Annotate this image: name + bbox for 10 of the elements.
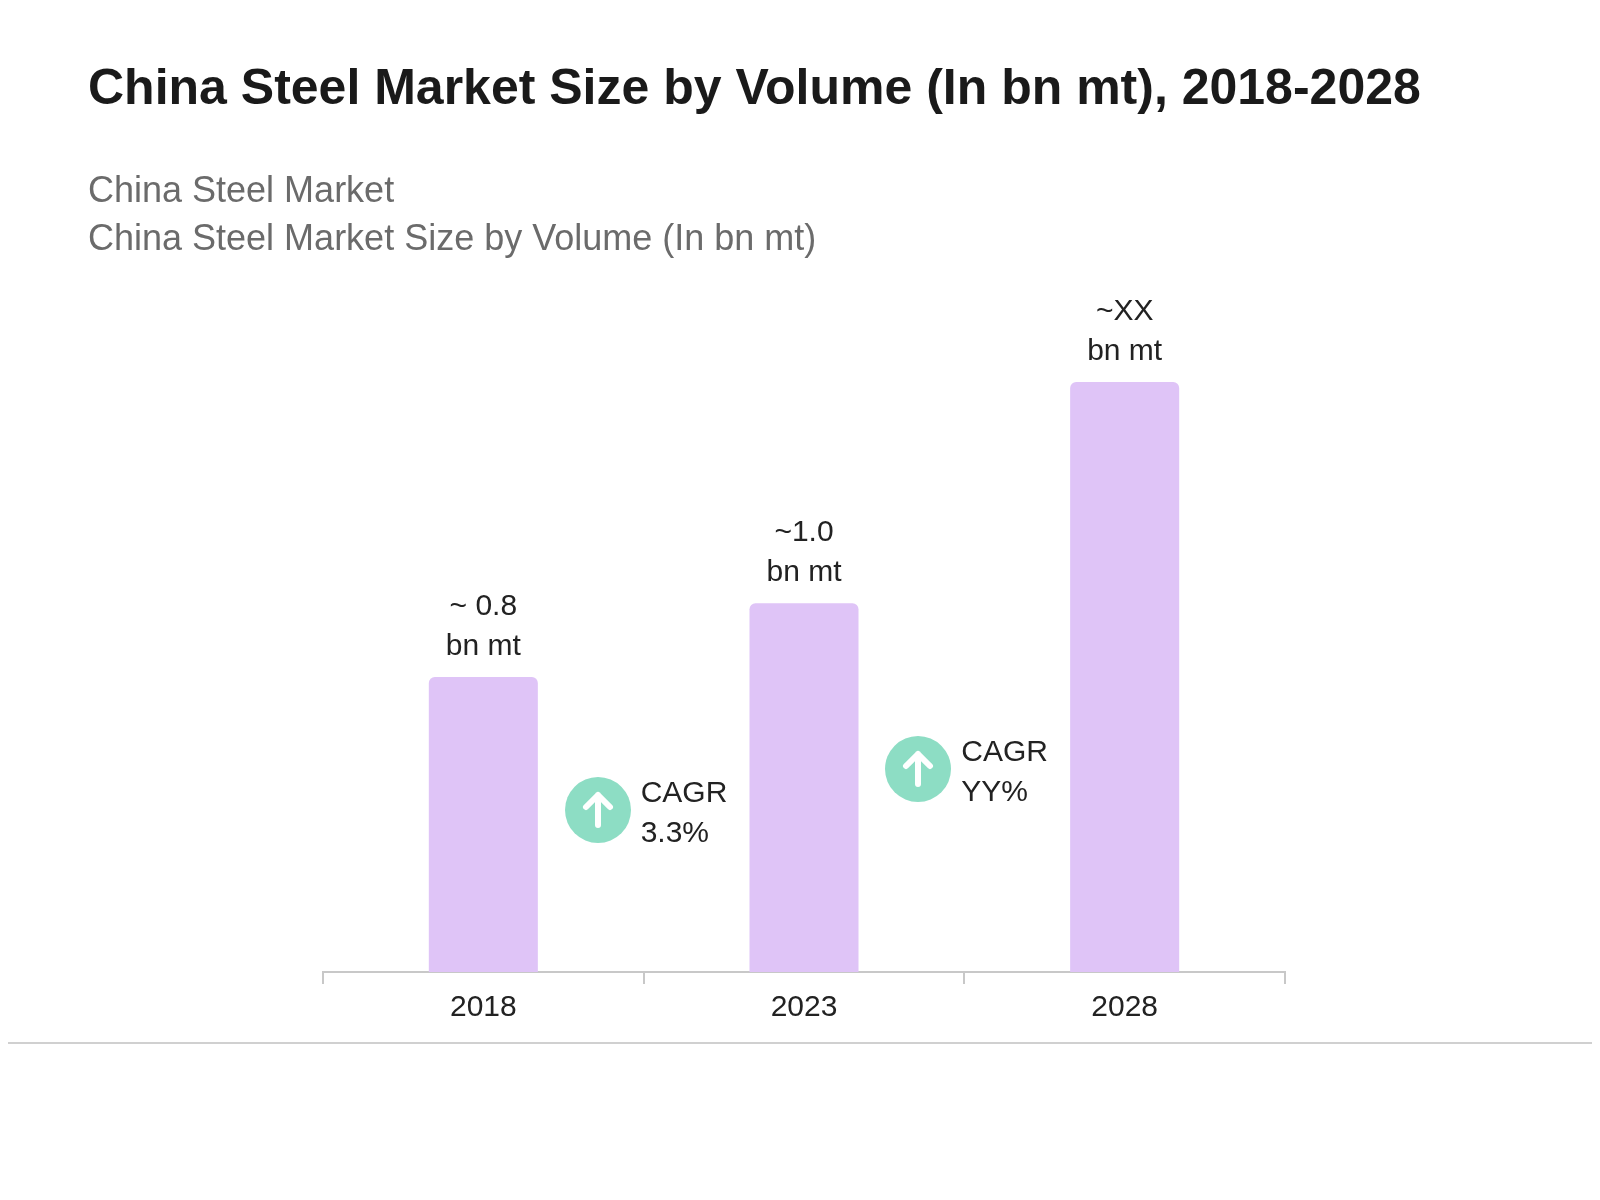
data-label: ~XX bn mt — [1087, 293, 1163, 366]
x-tick-label: 2028 — [1091, 989, 1159, 1023]
x-tick-label: 2018 — [449, 989, 517, 1023]
x-tick-label: 2023 — [770, 989, 838, 1023]
annotation: CAGR 3.3% — [640, 774, 728, 848]
chart-subtitle: China Steel Market China Steel Market Size by Volume (In bn mt) — [88, 168, 818, 260]
data-label: ~ 0.8 bn mt — [445, 588, 522, 661]
annotation: CAGR YY% — [961, 734, 1049, 808]
chart-title: China Steel Market Size by Volume (In bn mt), 2018-2028 — [88, 58, 1422, 116]
data-label: ~1.0 bn mt — [766, 514, 843, 588]
